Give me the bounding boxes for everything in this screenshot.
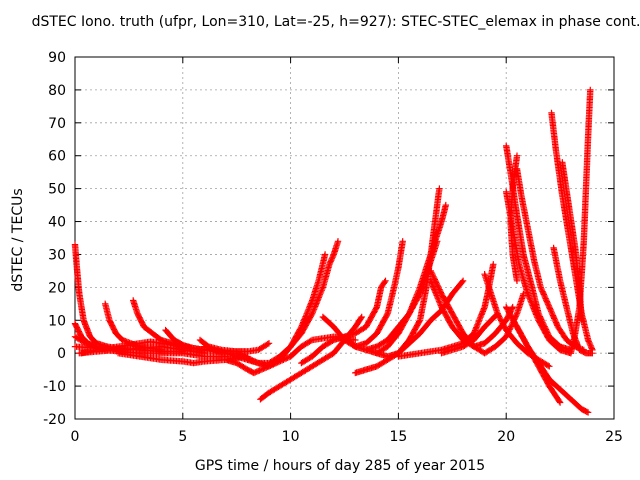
x-tick-label: 10 [282, 429, 300, 445]
x-axis-label: GPS time / hours of day 285 of year 2015 [195, 458, 485, 474]
series-markers [567, 86, 594, 357]
series-arc-30 [507, 152, 521, 284]
series-arc-24 [427, 277, 516, 350]
y-tick-label: 90 [48, 50, 66, 66]
series-arc-32 [513, 323, 592, 416]
y-tick-label: 60 [48, 149, 66, 165]
x-tick-label: 5 [178, 429, 187, 445]
x-tick-labels: 0 5 10 15 20 25 [71, 429, 623, 445]
x-tick-label: 20 [497, 429, 515, 445]
y-tick-label: -20 [43, 412, 66, 428]
y-axis-label: dSTEC / TECUs [10, 188, 26, 291]
series-markers [513, 323, 592, 416]
series-arc-20 [362, 201, 449, 357]
series-markers [438, 310, 501, 357]
series-markers [427, 277, 516, 350]
plot-frame [74, 56, 615, 420]
y-tick-label: 30 [48, 247, 66, 263]
series-markers [362, 201, 449, 357]
y-tick-label: 10 [48, 313, 66, 329]
y-tick-label: 50 [48, 182, 66, 198]
y-tick-label: 20 [48, 280, 66, 296]
x-tick-label: 25 [605, 429, 623, 445]
y-tick-label: 80 [48, 83, 66, 99]
data-series [71, 86, 596, 416]
series-arc-35 [567, 86, 594, 357]
y-tick-label: 40 [48, 215, 66, 231]
y-tick-labels: -20 -10 0 10 20 30 40 50 60 70 80 90 [43, 50, 66, 428]
series-markers [298, 277, 389, 367]
series-arc-25 [438, 310, 501, 357]
series-markers [507, 152, 521, 284]
series-arc-16 [298, 277, 389, 367]
y-tick-label: 70 [48, 116, 66, 132]
x-tick-label: 15 [389, 429, 407, 445]
y-tick-label: 0 [57, 346, 66, 362]
series-arc-36 [550, 244, 596, 357]
series-markers [550, 244, 596, 357]
x-tick-label: 0 [71, 429, 80, 445]
chart-title: dSTEC Iono. truth (ufpr, Lon=310, Lat=-2… [32, 14, 640, 30]
y-tick-label: -10 [43, 379, 66, 395]
